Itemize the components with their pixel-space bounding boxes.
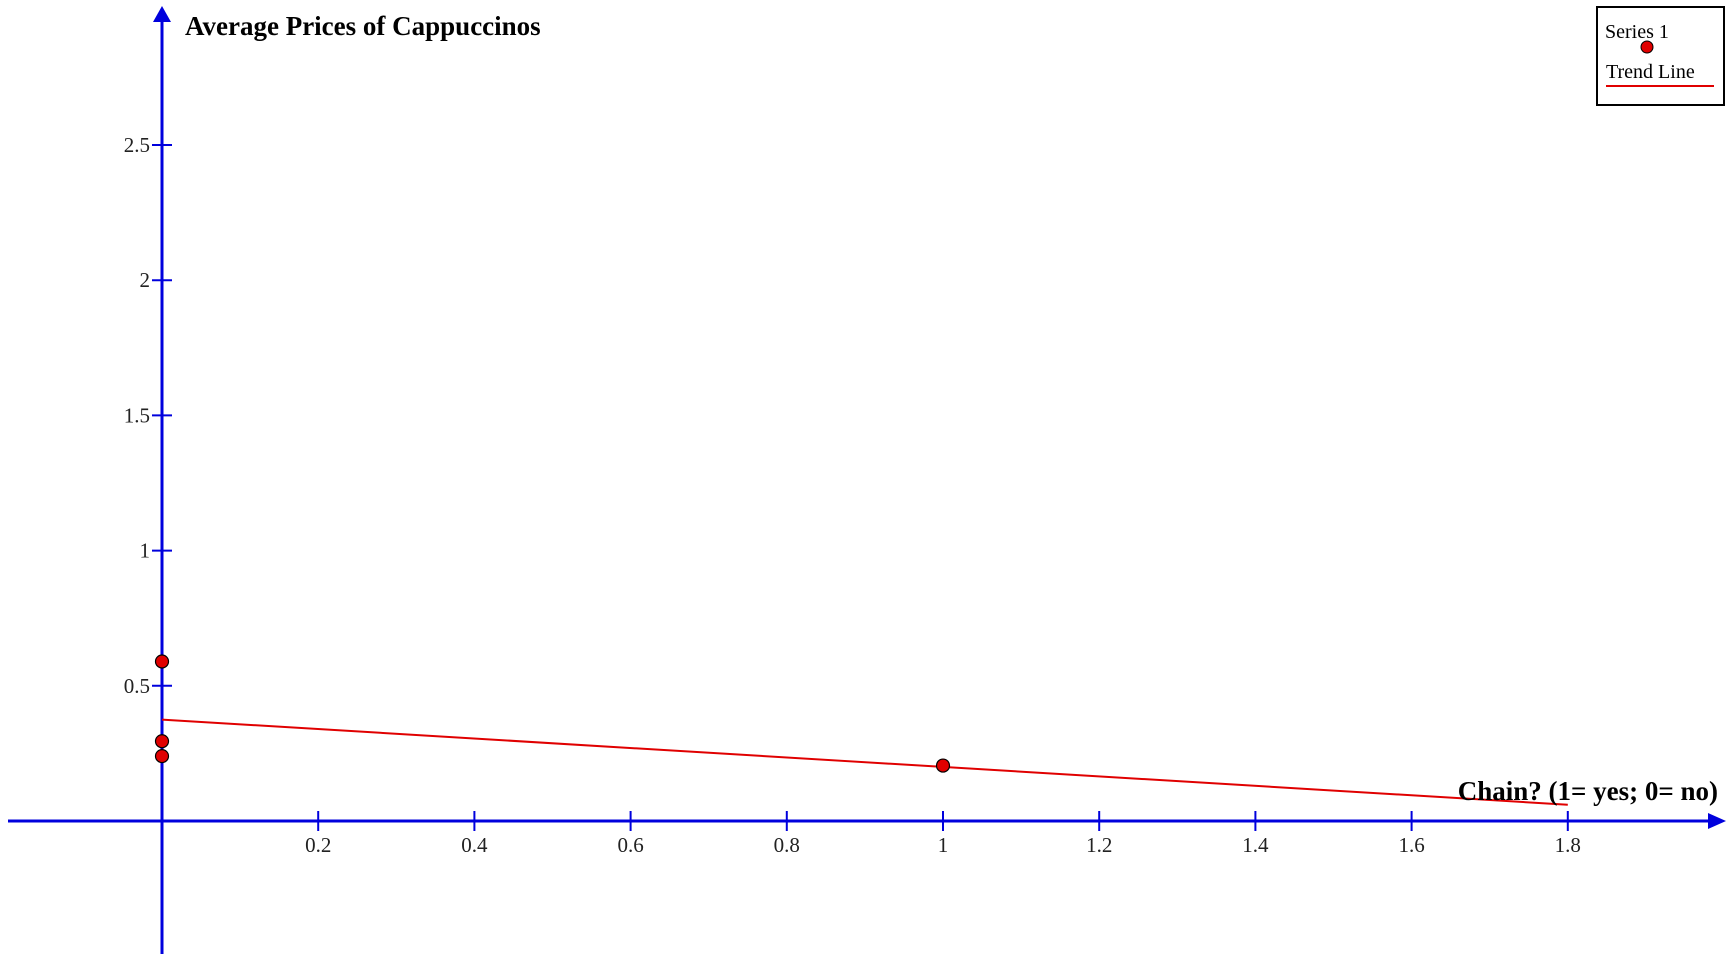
y-tick-label: 0.5 — [124, 674, 150, 698]
chart-title: Average Prices of Cappuccinos — [185, 11, 541, 41]
x-tick-label: 0.8 — [774, 833, 800, 857]
legend-trend-label: Trend Line — [1606, 61, 1695, 83]
y-axis-arrow — [153, 6, 171, 22]
x-tick-label: 1 — [938, 833, 949, 857]
x-tick-label: 1.4 — [1242, 833, 1269, 857]
legend-series-label: Series 1 — [1605, 21, 1669, 43]
y-tick-label: 1 — [140, 539, 151, 563]
x-tick-label: 1.8 — [1555, 833, 1581, 857]
x-tick-label: 0.2 — [305, 833, 331, 857]
data-point — [935, 758, 951, 773]
legend: Series 1 Trend Line — [1596, 6, 1725, 106]
x-tick-label: 0.6 — [617, 833, 643, 857]
axes — [8, 6, 1726, 954]
legend-box — [1596, 6, 1725, 106]
y-tick-label: 2.5 — [124, 133, 150, 157]
x-tick-label: 0.4 — [461, 833, 488, 857]
trend-line — [161, 718, 1568, 806]
data-point — [154, 654, 170, 669]
x-axis-title: Chain? (1= yes; 0= no) — [1458, 776, 1718, 806]
data-point — [154, 749, 170, 764]
data-point — [154, 734, 170, 749]
x-axis-arrow — [1708, 813, 1726, 829]
y-tick-label: 2 — [140, 268, 151, 292]
y-tick-label: 1.5 — [124, 403, 150, 427]
ticks: 0.2 0.4 0.6 0.8 1 1.2 1.4 1.6 1.8 0.5 1 1.5 2 2.5 — [124, 133, 1581, 857]
legend-series-marker — [1640, 40, 1654, 54]
trend-line-layer — [161, 718, 1568, 806]
x-tick-label: 1.2 — [1086, 833, 1112, 857]
data-points — [154, 654, 951, 773]
x-tick-label: 1.6 — [1398, 833, 1424, 857]
